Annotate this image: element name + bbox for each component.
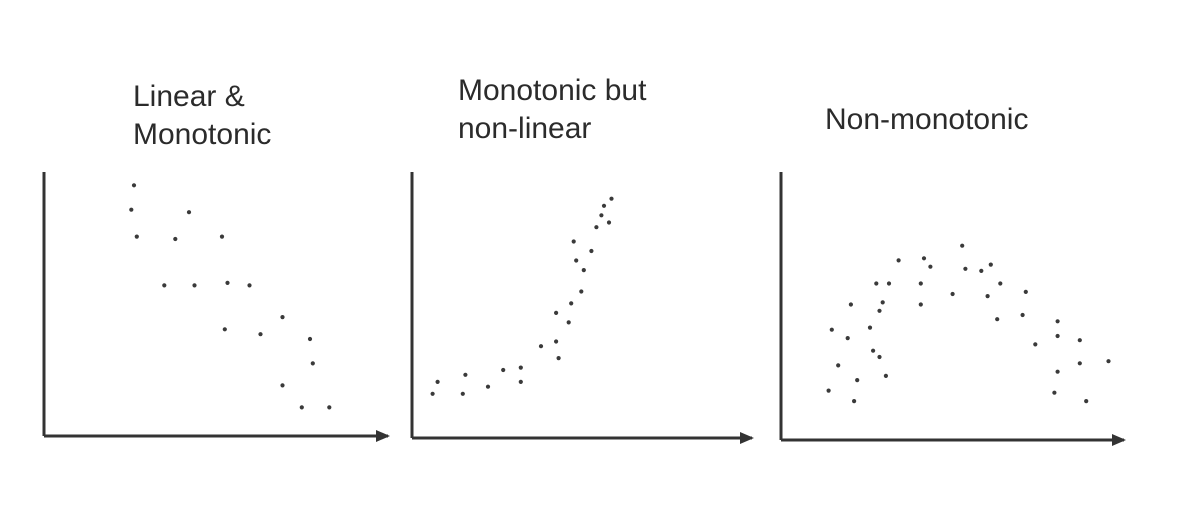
data-point xyxy=(988,262,993,267)
data-point xyxy=(518,365,523,370)
panel-3-title-line-1: Non-monotonic xyxy=(825,103,1029,136)
data-point xyxy=(299,405,304,410)
panel-3 xyxy=(779,172,1126,446)
data-point xyxy=(852,399,857,404)
panel-1 xyxy=(42,172,390,442)
data-point xyxy=(963,266,968,271)
data-point xyxy=(1023,289,1028,294)
data-point xyxy=(463,372,468,377)
data-point xyxy=(1055,319,1060,324)
data-point xyxy=(985,294,990,299)
data-point xyxy=(538,344,544,349)
data-point xyxy=(247,283,252,288)
data-point xyxy=(1033,342,1038,347)
data-point xyxy=(1077,361,1082,366)
data-point xyxy=(998,281,1003,286)
data-point xyxy=(883,373,889,378)
data-point xyxy=(599,213,604,218)
data-point xyxy=(601,203,607,208)
data-point xyxy=(1052,390,1057,395)
data-point xyxy=(589,248,594,254)
data-point xyxy=(280,383,285,388)
data-point xyxy=(554,339,559,344)
data-point xyxy=(609,196,614,201)
panel-2-title-line-2: non-linear xyxy=(458,112,592,145)
data-point xyxy=(258,332,263,337)
data-point xyxy=(485,384,491,389)
data-point xyxy=(222,327,227,332)
data-point xyxy=(867,325,873,330)
data-point xyxy=(877,354,882,360)
data-point xyxy=(886,281,892,286)
data-point xyxy=(836,363,841,368)
data-point xyxy=(460,391,465,396)
data-point xyxy=(173,236,178,242)
data-point xyxy=(896,258,901,263)
data-point xyxy=(606,220,612,225)
data-point xyxy=(960,243,965,248)
data-point xyxy=(918,302,923,307)
data-point xyxy=(501,367,506,373)
data-point xyxy=(186,210,192,215)
data-point xyxy=(928,264,933,269)
data-point xyxy=(162,283,167,288)
panel-2 xyxy=(410,172,754,444)
data-point xyxy=(1106,359,1111,364)
data-point xyxy=(310,361,315,366)
panel-2-title: Monotonic but non-linear xyxy=(458,72,646,148)
data-point xyxy=(1055,333,1060,339)
data-point xyxy=(569,301,574,306)
data-point xyxy=(848,302,854,307)
data-point xyxy=(877,308,882,313)
data-point xyxy=(950,291,955,297)
data-point xyxy=(556,356,561,361)
data-point xyxy=(574,258,579,263)
panel-1-title-line-1: Linear & xyxy=(133,80,245,113)
data-point xyxy=(1020,312,1025,318)
data-point xyxy=(880,300,885,305)
data-point xyxy=(307,336,313,342)
data-point xyxy=(134,234,139,239)
data-point xyxy=(131,183,137,188)
data-point xyxy=(829,327,834,332)
data-point xyxy=(855,378,860,383)
data-point xyxy=(192,283,197,288)
data-point xyxy=(219,234,225,239)
data-point xyxy=(280,315,285,320)
data-point xyxy=(871,348,876,353)
data-point xyxy=(566,320,571,325)
data-point xyxy=(1084,399,1089,404)
data-point xyxy=(435,379,440,384)
data-point xyxy=(225,280,230,285)
panel-1-title: Linear & Monotonic xyxy=(133,78,271,154)
data-point xyxy=(874,281,879,286)
data-point xyxy=(918,281,923,286)
data-point xyxy=(327,405,332,410)
data-point xyxy=(845,336,850,341)
data-point xyxy=(1077,338,1082,343)
data-point xyxy=(129,207,134,212)
data-point xyxy=(1055,369,1060,374)
data-point xyxy=(579,289,584,294)
data-point xyxy=(979,268,984,273)
panel-3-title: Non-monotonic xyxy=(825,101,1028,139)
data-point xyxy=(430,391,435,396)
data-point xyxy=(571,239,576,244)
data-point xyxy=(594,225,599,230)
data-point xyxy=(581,268,586,273)
data-point xyxy=(995,317,1000,322)
data-point xyxy=(921,256,927,261)
panel-2-title-line-1: Monotonic but xyxy=(458,74,647,107)
panel-1-title-line-2: Monotonic xyxy=(133,118,272,151)
data-point xyxy=(518,379,523,384)
data-point xyxy=(826,388,831,393)
data-point xyxy=(554,310,559,315)
